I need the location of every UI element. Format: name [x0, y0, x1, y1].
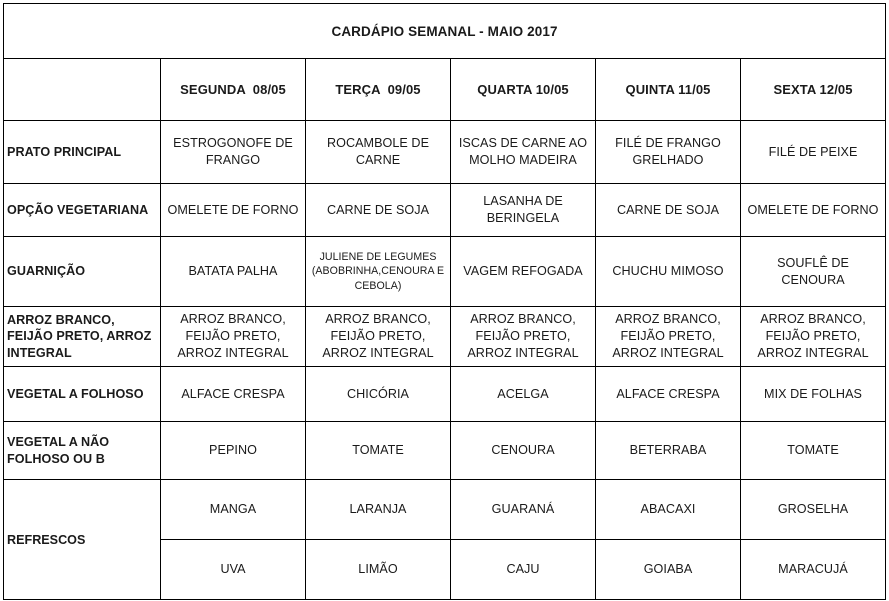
- table-row: OPÇÃO VEGETARIANA OMELETE DE FORNO CARNE…: [3, 183, 887, 237]
- row-label-arroz-feijao: ARROZ BRANCO, FEIJÃO PRETO, ARROZ INTEGR…: [3, 306, 161, 367]
- cell-refresco1-sexta: GROSELHA: [739, 479, 887, 540]
- cell-vegetariana-segunda: OMELETE DE FORNO: [160, 183, 306, 237]
- cell-guarnicao-quarta: VAGEM REFOGADA: [450, 236, 596, 307]
- table-row: REFRESCOS MANGA LARANJA GUARANÁ ABACAXI …: [3, 479, 887, 600]
- cell-arroz-quarta: ARROZ BRANCO, FEIJÃO PRETO, ARROZ INTEGR…: [450, 306, 596, 367]
- cell-folhoso-quarta: ACELGA: [450, 366, 596, 422]
- table-row: VEGETAL A NÃO FOLHOSO OU B PEPINO TOMATE…: [3, 421, 887, 480]
- table-row: VEGETAL A FOLHOSO ALFACE CRESPA CHICÓRIA…: [3, 366, 887, 422]
- cell-prato-segunda: ESTROGONOFE DE FRANGO: [160, 120, 306, 184]
- row-label-prato-principal: PRATO PRINCIPAL: [3, 120, 161, 184]
- table-row: UVA LIMÃO CAJU GOIABA MARACUJÁ: [4, 539, 887, 600]
- cell-refresco1-quinta: ABACAXI: [595, 479, 741, 540]
- cell-vegetariana-quarta: LASANHA DE BERINGELA: [450, 183, 596, 237]
- cell-prato-sexta: FILÉ DE PEIXE: [739, 120, 887, 184]
- weekly-menu-table: CARDÁPIO SEMANAL - MAIO 2017 SEGUNDA 08/…: [2, 3, 887, 600]
- row-label-vegetal-folhoso: VEGETAL A FOLHOSO: [3, 366, 161, 422]
- cell-guarnicao-terca: JULIENE DE LEGUMES (ABOBRINHA,CENOURA E …: [305, 236, 451, 307]
- day-header-terca: TERÇA 09/05: [305, 58, 451, 121]
- table-row: ARROZ BRANCO, FEIJÃO PRETO, ARROZ INTEGR…: [3, 306, 887, 367]
- table-row: PRATO PRINCIPAL ESTROGONOFE DE FRANGO RO…: [3, 120, 887, 184]
- cell-refresco2-terca: LIMÃO: [305, 539, 451, 600]
- cell-vegetariana-quinta: CARNE DE SOJA: [595, 183, 741, 237]
- cell-arroz-quinta: ARROZ BRANCO, FEIJÃO PRETO, ARROZ INTEGR…: [595, 306, 741, 367]
- cell-refresco1-quarta: GUARANÁ: [450, 479, 596, 540]
- row-label-refrescos: REFRESCOS: [3, 479, 161, 600]
- cell-prato-terca: ROCAMBOLE DE CARNE: [305, 120, 451, 184]
- day-header-row: SEGUNDA 08/05 TERÇA 09/05 QUARTA 10/05 Q…: [3, 58, 887, 121]
- day-header-segunda: SEGUNDA 08/05: [160, 58, 306, 121]
- cell-prato-quarta: ISCAS DE CARNE AO MOLHO MADEIRA: [450, 120, 596, 184]
- cell-arroz-terca: ARROZ BRANCO, FEIJÃO PRETO, ARROZ INTEGR…: [305, 306, 451, 367]
- row-label-vegetal-nao-folhoso: VEGETAL A NÃO FOLHOSO OU B: [3, 421, 161, 480]
- cell-nao-folhoso-sexta: TOMATE: [739, 421, 887, 480]
- cell-nao-folhoso-terca: TOMATE: [305, 421, 451, 480]
- cell-refresco2-quarta: CAJU: [450, 539, 596, 600]
- table-row: GUARNIÇÃO BATATA PALHA JULIENE DE LEGUME…: [3, 236, 887, 307]
- cell-refresco2-quinta: GOIABA: [595, 539, 741, 600]
- cell-vegetariana-sexta: OMELETE DE FORNO: [739, 183, 887, 237]
- cell-vegetariana-terca: CARNE DE SOJA: [305, 183, 451, 237]
- cell-refresco2-sexta: MARACUJÁ: [739, 539, 887, 600]
- cell-arroz-segunda: ARROZ BRANCO, FEIJÃO PRETO, ARROZ INTEGR…: [160, 306, 306, 367]
- cell-prato-quinta: FILÉ DE FRANGO GRELHADO: [595, 120, 741, 184]
- cell-guarnicao-sexta: SOUFLÊ DE CENOURA: [739, 236, 887, 307]
- cell-folhoso-terca: CHICÓRIA: [305, 366, 451, 422]
- title-row: CARDÁPIO SEMANAL - MAIO 2017: [2, 3, 887, 59]
- cell-folhoso-segunda: ALFACE CRESPA: [160, 366, 306, 422]
- cell-guarnicao-segunda: BATATA PALHA: [160, 236, 306, 307]
- row-label-guarnicao: GUARNIÇÃO: [3, 236, 161, 307]
- cell-folhoso-sexta: MIX DE FOLHAS: [739, 366, 887, 422]
- cell-refresco2-segunda: UVA: [160, 539, 306, 600]
- cell-refresco1-terca: LARANJA: [305, 479, 451, 540]
- row-label-opcao-vegetariana: OPÇÃO VEGETARIANA: [3, 183, 161, 237]
- cell-folhoso-quinta: ALFACE CRESPA: [595, 366, 741, 422]
- cell-nao-folhoso-segunda: PEPINO: [160, 421, 306, 480]
- cell-guarnicao-quinta: CHUCHU MIMOSO: [595, 236, 741, 307]
- cell-refresco1-segunda: MANGA: [160, 479, 306, 540]
- day-header-quarta: QUARTA 10/05: [450, 58, 596, 121]
- cell-nao-folhoso-quarta: CENOURA: [450, 421, 596, 480]
- day-header-quinta: QUINTA 11/05: [595, 58, 741, 121]
- page-title: CARDÁPIO SEMANAL - MAIO 2017: [2, 3, 887, 59]
- cell-nao-folhoso-quinta: BETERRABA: [595, 421, 741, 480]
- cell-arroz-sexta: ARROZ BRANCO, FEIJÃO PRETO, ARROZ INTEGR…: [739, 306, 887, 367]
- day-header-sexta: SEXTA 12/05: [739, 58, 887, 121]
- corner-cell: [3, 58, 161, 121]
